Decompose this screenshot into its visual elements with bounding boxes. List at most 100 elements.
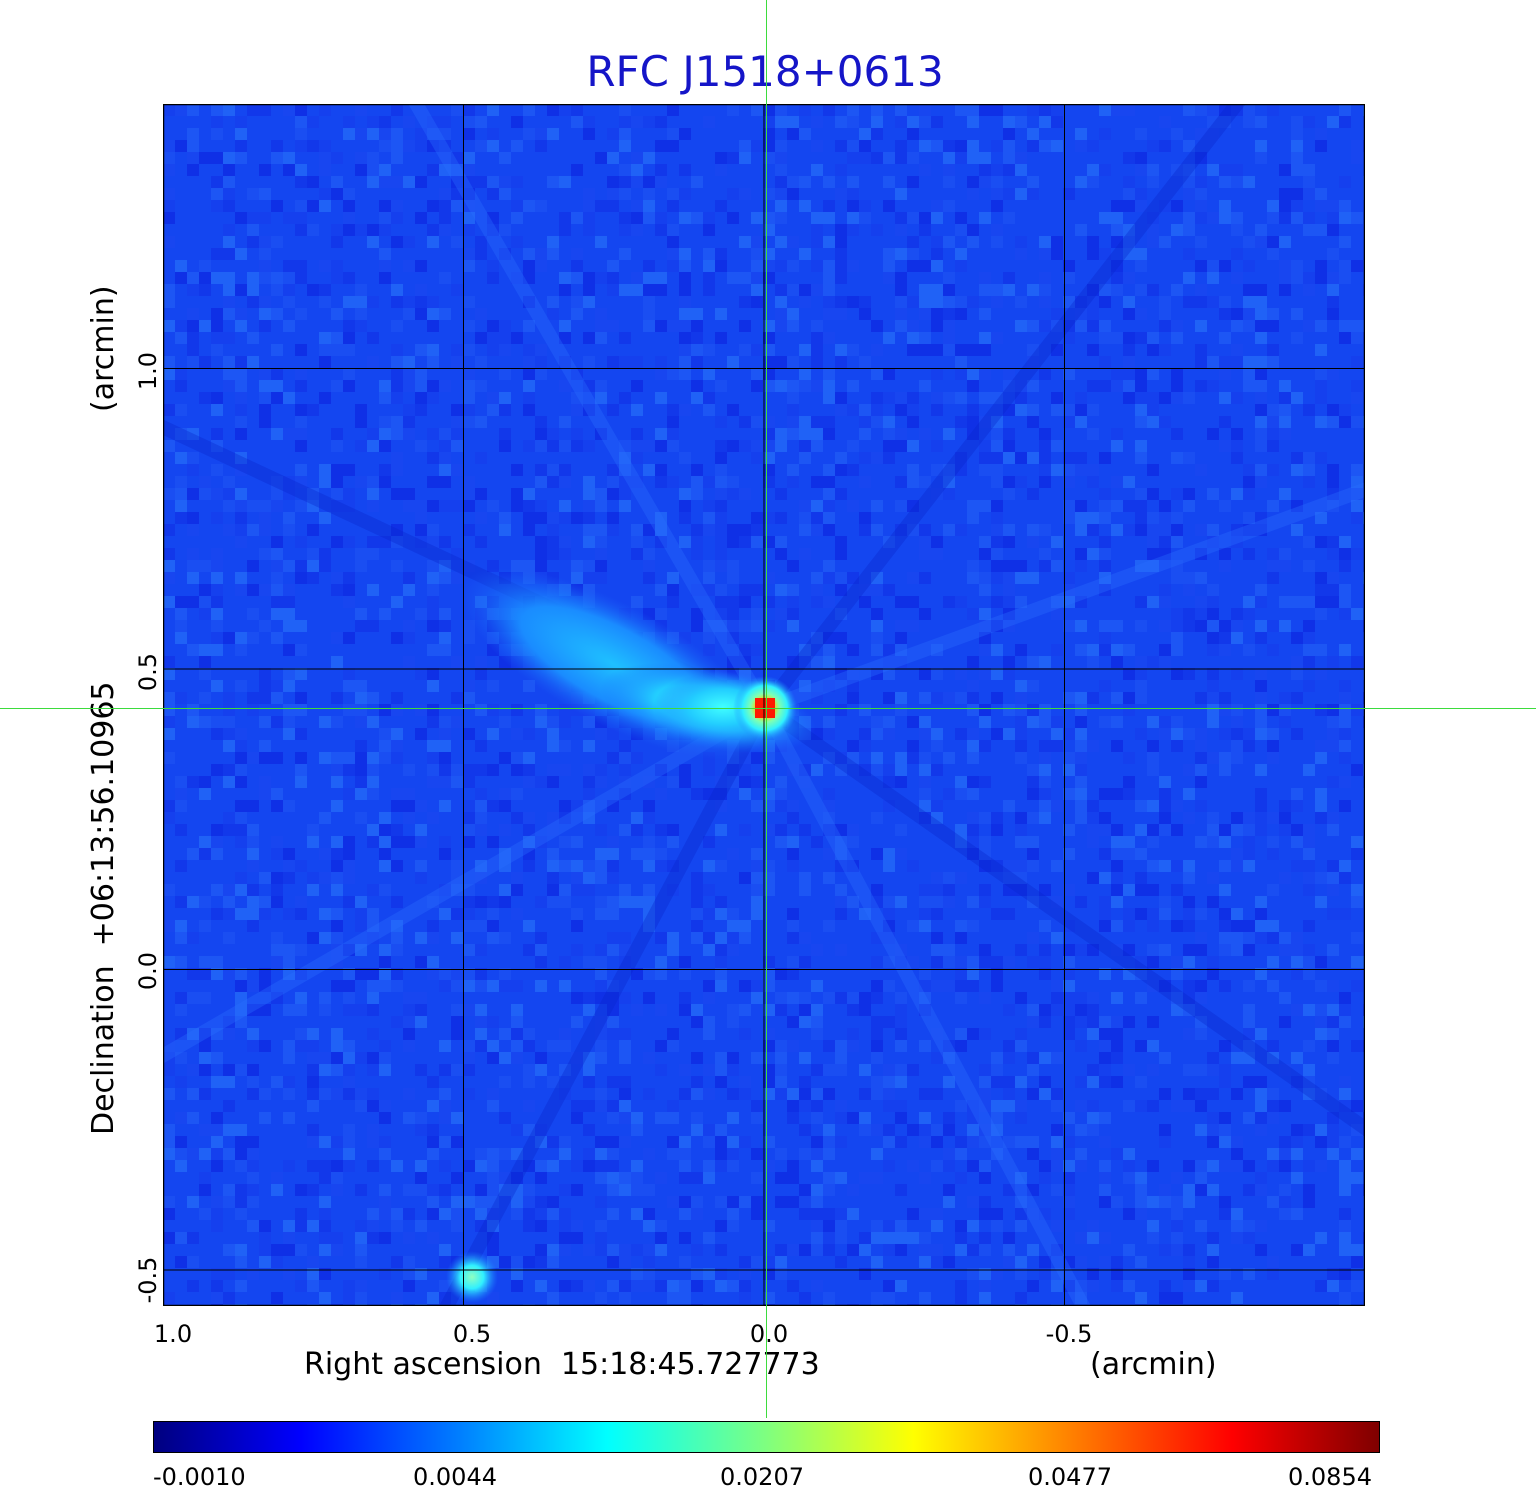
noise-pixel bbox=[1315, 668, 1327, 680]
noise-pixel bbox=[655, 272, 667, 284]
noise-pixel bbox=[1195, 1172, 1207, 1184]
noise-pixel bbox=[1339, 548, 1351, 560]
noise-pixel bbox=[955, 1148, 967, 1160]
noise-pixel bbox=[1015, 1100, 1027, 1112]
noise-pixel bbox=[391, 728, 403, 740]
noise-pixel bbox=[643, 200, 655, 212]
noise-pixel bbox=[739, 980, 751, 992]
noise-pixel bbox=[187, 152, 199, 164]
noise-pixel bbox=[355, 752, 367, 764]
noise-pixel bbox=[967, 1160, 979, 1172]
noise-pixel bbox=[271, 392, 283, 404]
noise-pixel bbox=[1111, 428, 1123, 440]
noise-pixel bbox=[931, 908, 943, 920]
noise-pixel bbox=[487, 1040, 499, 1052]
noise-pixel bbox=[283, 644, 295, 656]
noise-pixel bbox=[643, 284, 655, 296]
noise-pixel bbox=[655, 164, 667, 176]
noise-pixel bbox=[1159, 596, 1171, 608]
noise-pixel bbox=[163, 1124, 175, 1136]
noise-pixel bbox=[175, 500, 187, 512]
noise-pixel bbox=[1051, 644, 1063, 656]
noise-pixel bbox=[583, 512, 595, 524]
noise-pixel bbox=[1159, 728, 1171, 740]
noise-pixel bbox=[1015, 812, 1027, 824]
noise-pixel bbox=[415, 1016, 427, 1028]
noise-pixel bbox=[631, 152, 643, 164]
noise-pixel bbox=[583, 764, 595, 776]
noise-pixel bbox=[511, 1004, 523, 1016]
noise-pixel bbox=[163, 596, 175, 608]
noise-pixel bbox=[343, 584, 355, 596]
noise-pixel bbox=[1039, 560, 1051, 572]
noise-pixel bbox=[859, 728, 871, 740]
noise-pixel bbox=[1255, 1244, 1267, 1256]
noise-pixel bbox=[1075, 728, 1087, 740]
noise-pixel bbox=[967, 1196, 979, 1208]
noise-pixel bbox=[1027, 320, 1039, 332]
noise-pixel bbox=[1315, 344, 1327, 356]
noise-pixel bbox=[1339, 1172, 1351, 1184]
noise-pixel bbox=[811, 1100, 823, 1112]
noise-pixel bbox=[439, 1136, 451, 1148]
noise-pixel bbox=[1183, 812, 1195, 824]
noise-pixel bbox=[463, 476, 475, 488]
noise-pixel bbox=[1195, 344, 1207, 356]
noise-pixel bbox=[703, 836, 715, 848]
noise-pixel bbox=[1015, 1076, 1027, 1088]
noise-pixel bbox=[211, 176, 223, 188]
noise-pixel bbox=[463, 908, 475, 920]
noise-pixel bbox=[1099, 1232, 1111, 1244]
noise-pixel bbox=[895, 824, 907, 836]
noise-pixel bbox=[1303, 920, 1315, 932]
noise-pixel bbox=[559, 476, 571, 488]
noise-pixel bbox=[1027, 764, 1039, 776]
noise-pixel bbox=[991, 464, 1003, 476]
noise-pixel bbox=[679, 1196, 691, 1208]
noise-pixel bbox=[919, 164, 931, 176]
noise-pixel bbox=[523, 260, 535, 272]
noise-pixel bbox=[619, 1112, 631, 1124]
noise-pixel bbox=[355, 704, 367, 716]
noise-pixel bbox=[1243, 1016, 1255, 1028]
noise-pixel bbox=[427, 500, 439, 512]
noise-pixel bbox=[1159, 788, 1171, 800]
noise-pixel bbox=[535, 368, 547, 380]
noise-pixel bbox=[1051, 1220, 1063, 1232]
noise-pixel bbox=[1255, 464, 1267, 476]
noise-pixel bbox=[427, 584, 439, 596]
noise-pixel bbox=[247, 1220, 259, 1232]
noise-pixel bbox=[1327, 368, 1339, 380]
noise-pixel bbox=[679, 164, 691, 176]
noise-pixel bbox=[1303, 1244, 1315, 1256]
noise-pixel bbox=[379, 1208, 391, 1220]
noise-pixel bbox=[451, 764, 463, 776]
noise-pixel bbox=[691, 1280, 703, 1292]
noise-pixel bbox=[271, 596, 283, 608]
noise-pixel bbox=[751, 452, 763, 464]
noise-pixel bbox=[715, 932, 727, 944]
noise-pixel bbox=[583, 128, 595, 140]
noise-pixel bbox=[607, 752, 619, 764]
noise-pixel bbox=[595, 872, 607, 884]
noise-pixel bbox=[823, 260, 835, 272]
noise-pixel bbox=[259, 692, 271, 704]
noise-pixel bbox=[1183, 1160, 1195, 1172]
noise-pixel bbox=[415, 1124, 427, 1136]
noise-pixel bbox=[319, 1292, 331, 1304]
noise-pixel bbox=[979, 164, 991, 176]
radio-image[interactable] bbox=[163, 104, 1365, 1306]
noise-pixel bbox=[1027, 284, 1039, 296]
noise-pixel bbox=[1111, 104, 1123, 116]
noise-pixel bbox=[1039, 248, 1051, 260]
noise-pixel bbox=[883, 860, 895, 872]
noise-pixel bbox=[235, 1244, 247, 1256]
noise-pixel bbox=[379, 1196, 391, 1208]
noise-pixel bbox=[775, 380, 787, 392]
noise-pixel bbox=[835, 884, 847, 896]
noise-pixel bbox=[523, 1196, 535, 1208]
noise-pixel bbox=[619, 332, 631, 344]
noise-pixel bbox=[259, 752, 271, 764]
noise-pixel bbox=[379, 1100, 391, 1112]
noise-pixel bbox=[1039, 284, 1051, 296]
